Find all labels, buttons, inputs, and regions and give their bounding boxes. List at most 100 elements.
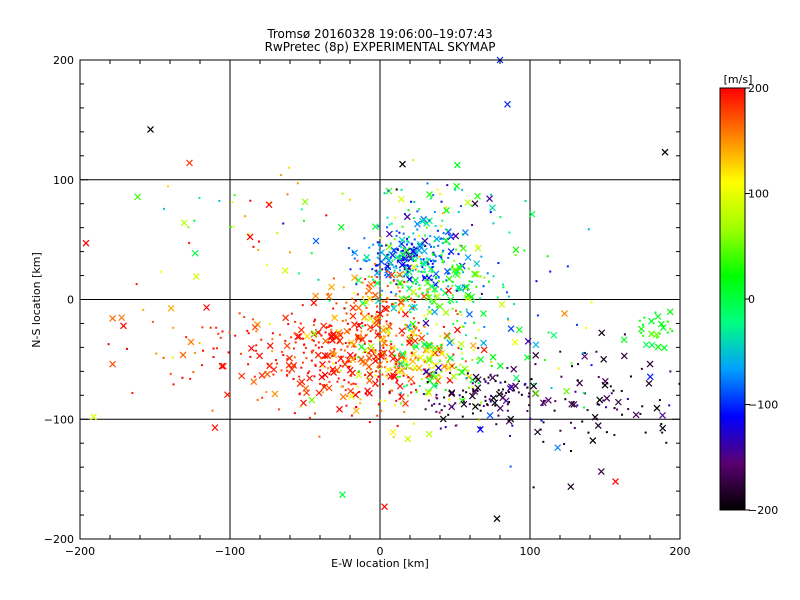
data-point [480, 292, 483, 295]
data-point [442, 309, 450, 317]
data-point [410, 350, 418, 358]
data-point [310, 252, 313, 255]
data-point [424, 408, 427, 411]
data-point [385, 361, 388, 364]
data-point [296, 380, 304, 388]
data-point [410, 263, 418, 271]
data-point [367, 312, 370, 315]
data-point [310, 299, 318, 307]
data-point [433, 295, 436, 298]
data-point [415, 326, 418, 329]
data-point [409, 253, 412, 256]
data-point [377, 225, 380, 228]
data-point [446, 352, 449, 355]
data-point [317, 346, 320, 349]
data-point [332, 307, 335, 310]
data-point [426, 191, 433, 199]
data-point [345, 312, 348, 315]
data-point [430, 343, 433, 346]
data-point [381, 300, 384, 303]
data-point [147, 126, 154, 133]
data-point [419, 217, 426, 225]
data-point [368, 259, 371, 262]
data-point [476, 357, 479, 360]
data-point [319, 361, 326, 368]
data-point [288, 251, 291, 254]
data-point [496, 404, 504, 412]
data-point [368, 340, 371, 343]
data-point [573, 426, 576, 429]
data-point [399, 393, 402, 396]
data-point [433, 402, 436, 405]
data-point [642, 323, 645, 326]
data-point [363, 237, 366, 240]
data-point [460, 400, 468, 408]
data-point [349, 312, 357, 320]
data-point [570, 362, 573, 365]
data-point [417, 321, 420, 324]
data-point [477, 382, 480, 385]
data-point [351, 321, 358, 328]
data-point [278, 333, 281, 336]
data-point [419, 287, 422, 290]
data-point [438, 255, 441, 258]
data-point [482, 405, 485, 408]
data-point [313, 318, 316, 321]
data-point [415, 254, 418, 257]
data-point [436, 188, 439, 191]
data-point [109, 360, 117, 368]
data-point [327, 292, 330, 295]
data-point [369, 368, 372, 371]
data-point [370, 340, 373, 343]
data-point [374, 322, 377, 325]
data-point [317, 278, 320, 281]
data-point [417, 270, 420, 273]
data-point [433, 253, 436, 256]
data-point [442, 232, 445, 235]
data-point [459, 205, 462, 208]
data-point [623, 333, 626, 336]
data-point [281, 267, 289, 275]
data-point [404, 435, 412, 443]
data-point [469, 299, 472, 302]
data-point [486, 195, 493, 203]
data-point [383, 351, 386, 354]
data-point [252, 318, 255, 321]
data-point [560, 375, 563, 378]
data-point [420, 215, 428, 223]
data-point [403, 385, 406, 388]
data-point [276, 232, 279, 235]
data-point [395, 381, 398, 384]
data-point [386, 230, 393, 238]
data-point [397, 286, 400, 289]
data-point [418, 255, 421, 258]
data-point [228, 331, 231, 334]
data-point [377, 298, 380, 301]
data-point [412, 246, 415, 249]
data-point [135, 283, 138, 286]
data-point [501, 393, 504, 396]
data-point [413, 382, 416, 385]
data-point [422, 393, 425, 396]
data-point [345, 301, 348, 304]
data-point [471, 382, 474, 385]
data-point [432, 259, 435, 262]
data-point [421, 237, 429, 245]
data-point [202, 349, 205, 352]
data-point [297, 272, 300, 275]
data-point [484, 380, 487, 383]
data-point [409, 288, 417, 296]
data-point [380, 409, 383, 412]
data-point [376, 305, 379, 308]
data-point [429, 349, 437, 357]
data-point [308, 370, 311, 373]
data-point [268, 322, 271, 325]
data-point [504, 100, 511, 108]
data-point [455, 248, 458, 251]
data-point [505, 391, 508, 394]
data-point [446, 272, 449, 275]
data-point [405, 360, 408, 363]
data-point [353, 292, 356, 295]
data-point [347, 360, 350, 363]
data-point [162, 207, 165, 210]
